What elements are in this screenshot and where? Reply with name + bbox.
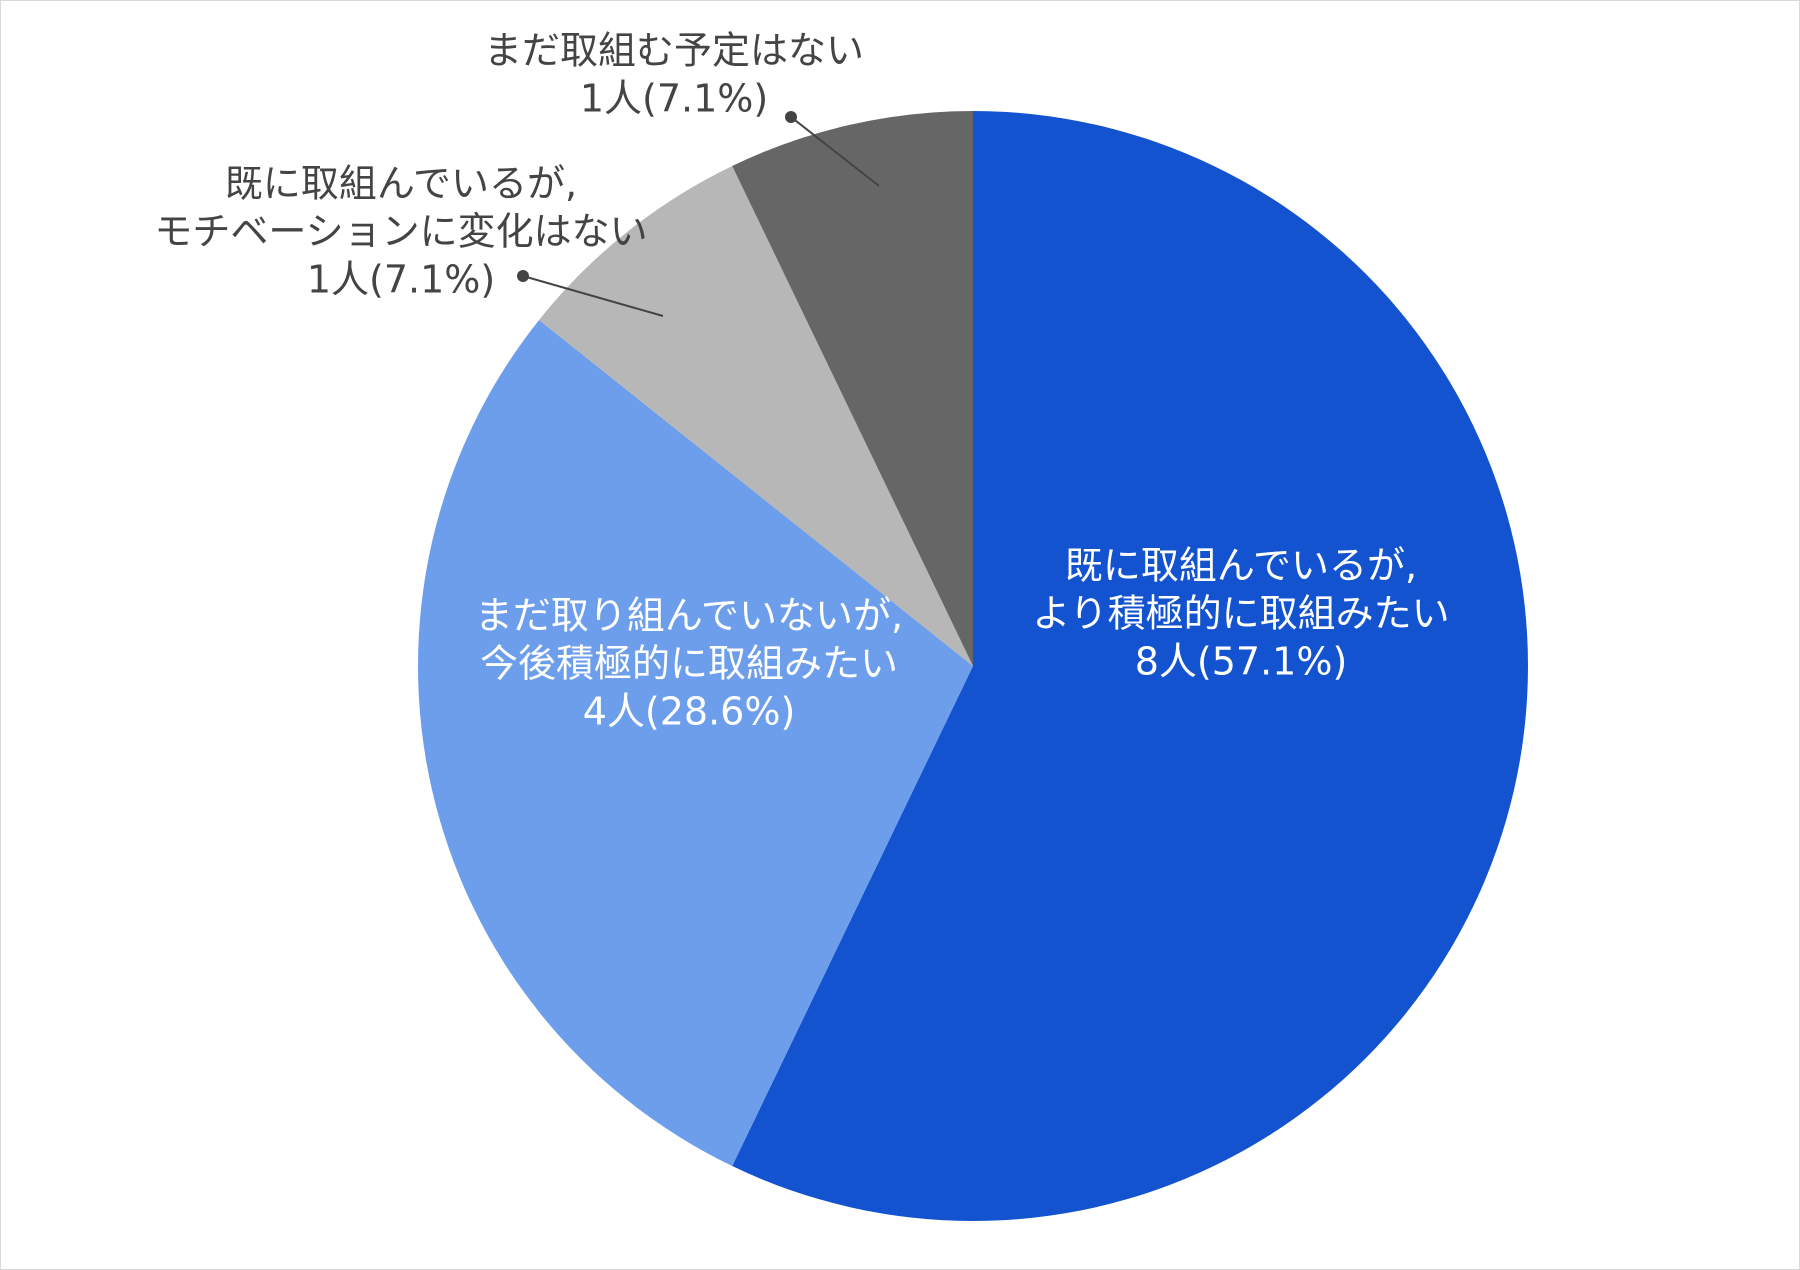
slice-label-line: 既に取組んでいるが, [1065,544,1417,588]
slice-label-line: 1人(7.1%) [580,77,768,121]
leader-lines-layer [517,111,880,317]
leader-dot [517,270,529,282]
pie-slice [732,111,1528,1221]
slice-label: まだ取組む予定はない 1人(7.1%) [484,29,864,121]
slice-label-line: 今後積極的に取組みたい [480,642,898,686]
slice-label-line: より積極的に取組みたい [1032,592,1449,636]
slice-label-line: 既に取組んでいるが, [225,162,577,206]
slice-label: 既に取組んでいるが,モチベーションに変化はない 1人(7.1%) [154,162,647,302]
leader-line [522,275,664,317]
slices-layer [417,111,1528,1221]
pie-slice [732,111,973,666]
slice-label-line: 4人(28.6%) [583,690,796,734]
slice-label-line: 8人(57.1%) [1135,640,1348,684]
slice-label-line: 1人(7.1%) [307,258,495,302]
slice-label-line: モチベーションに変化はない [154,210,647,254]
leader-line [790,116,880,187]
slice-label: 既に取組んでいるが,より積極的に取組みたい 8人(57.1%) [1032,544,1449,684]
leader-dot [785,111,797,123]
slice-label-line: まだ取組む予定はない [484,29,864,73]
slice-label-line: まだ取り組んでいないが, [475,594,903,638]
labels-layer: 既に取組んでいるが,より積極的に取組みたい 8人(57.1%)まだ取り組んでいない… [154,29,1449,734]
pie-slice [417,319,973,1167]
slice-label: まだ取り組んでいないが,今後積極的に取組みたい 4人(28.6%) [475,594,903,734]
pie-slice [539,165,973,666]
